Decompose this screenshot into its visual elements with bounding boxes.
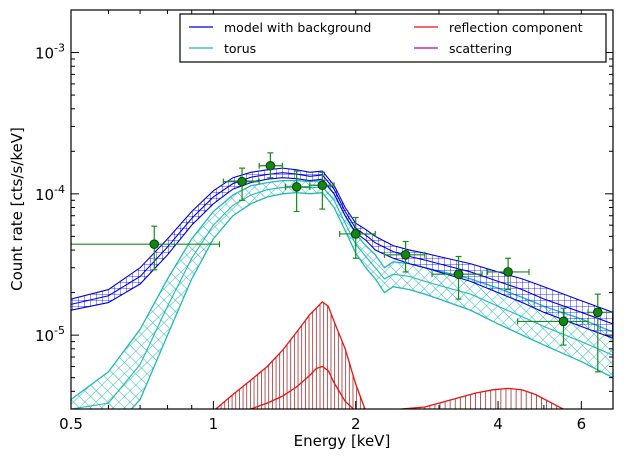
data-marker — [503, 267, 513, 277]
reflection-highenergy-line — [401, 387, 565, 409]
data-marker — [558, 316, 569, 327]
legend-label: model with background — [224, 20, 371, 35]
legend-label: reflection component — [449, 20, 583, 35]
y-tick-label: 10-5 — [35, 324, 65, 345]
x-axis-label: Energy [keV] — [294, 432, 391, 450]
legend: model with background torus reflection com… — [179, 13, 607, 63]
axes: 0.5 1 2 4 6 10-5 10-4 10-3 — [35, 9, 614, 433]
reflection-lower-line — [245, 365, 355, 409]
x-tick-label: 1 — [209, 415, 219, 433]
data-point — [486, 257, 530, 291]
torus-band — [71, 180, 613, 409]
model-best-line — [71, 172, 613, 325]
data-marker — [237, 176, 247, 187]
legend-label: torus — [224, 41, 256, 56]
x-tick-label: 4 — [493, 415, 503, 433]
legend-box — [179, 13, 607, 63]
y-axis-label: Count rate [cts/s/keV] — [8, 127, 26, 291]
y-tick-label: 10-3 — [35, 42, 65, 63]
torus-lower-line — [130, 191, 613, 409]
data-point — [517, 307, 589, 346]
data-point — [383, 240, 426, 273]
torus-best-line — [71, 186, 613, 409]
model-lower-line — [71, 177, 613, 339]
data-marker — [317, 180, 328, 191]
legend-label: scattering — [449, 41, 512, 56]
data-marker — [453, 269, 464, 279]
data-marker — [592, 307, 603, 318]
data-marker — [291, 182, 302, 192]
x-tick-label: 2 — [351, 415, 361, 433]
data-point — [71, 225, 221, 271]
model-upper-line — [71, 167, 613, 313]
data-point — [587, 293, 613, 373]
data-marker — [400, 250, 411, 260]
data-marker — [350, 229, 361, 239]
data-point — [258, 152, 284, 179]
data-point — [284, 170, 311, 213]
x-tick-label: 0.5 — [59, 415, 83, 433]
data-point — [309, 171, 335, 210]
plot-frame — [70, 9, 614, 410]
data-marker — [265, 160, 276, 171]
data-point — [222, 167, 260, 201]
y-tick-label: 10-4 — [35, 183, 65, 204]
x-tick-label: 6 — [577, 415, 587, 433]
data-point — [339, 216, 376, 259]
data-point — [431, 255, 483, 300]
plot-area — [71, 152, 613, 409]
reflection-upper-line — [214, 300, 366, 409]
data-marker — [149, 239, 160, 250]
